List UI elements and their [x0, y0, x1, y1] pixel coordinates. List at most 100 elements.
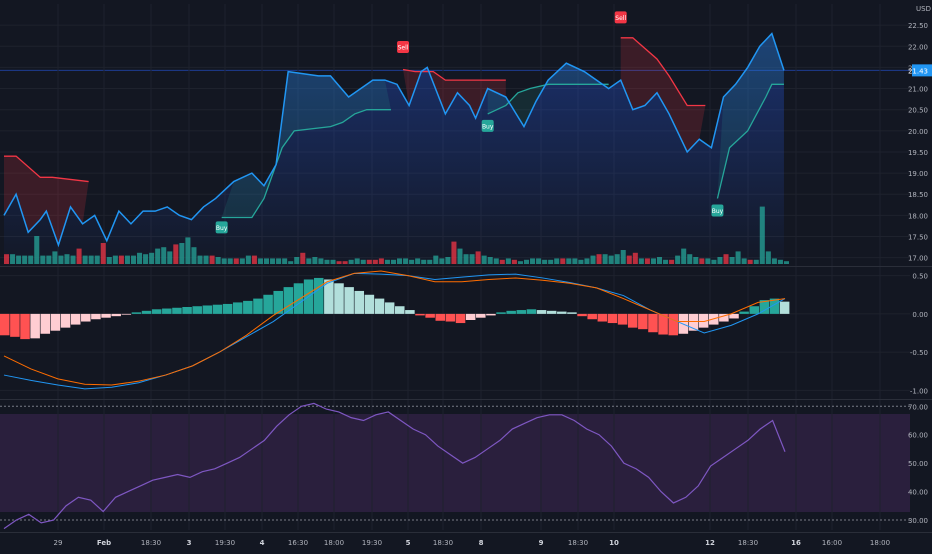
time-axis-tick: 18:30: [568, 539, 588, 547]
volume-bar: [457, 248, 463, 264]
signal-marker: Buy: [481, 119, 494, 132]
macd-histogram-bar: [111, 313, 121, 317]
signal-marker: Buy: [711, 204, 724, 217]
time-axis[interactable]: 29 Feb 18:30 3 19:30 4 16:30 18:00 19:30 5 18:30 8 9…: [54, 539, 891, 547]
volume-bar: [427, 259, 433, 264]
rsi-axis-tick: 70.00: [908, 403, 928, 411]
current-price-badge: [912, 64, 932, 77]
volume-bar: [397, 258, 403, 264]
volume-bar: [318, 258, 324, 264]
macd-histogram-bar: [344, 287, 354, 314]
volume-bar: [759, 206, 765, 264]
price-axis-tick: 17.00: [908, 255, 928, 263]
price-axis-tick: 18.00: [908, 212, 928, 220]
macd-histogram-bar: [617, 313, 628, 325]
support-zone: [487, 63, 609, 127]
volume-bar: [723, 254, 729, 264]
macd-histogram-bar: [101, 313, 111, 318]
macd-signal-line: [3, 270, 786, 386]
volume-bar: [614, 254, 620, 264]
volume-bar: [227, 258, 233, 264]
resistance-zone: [4, 156, 89, 245]
volume-bar: [336, 261, 342, 264]
volume-bar: [505, 258, 511, 264]
macd-histogram-bar: [384, 302, 395, 314]
time-axis-tick: 29: [54, 539, 63, 547]
volume-bar: [421, 259, 427, 264]
volume-bar: [16, 255, 22, 264]
volume-bar: [251, 255, 257, 264]
volume-bar: [530, 258, 536, 264]
volume-bar: [644, 258, 650, 264]
macd-histogram-bar: [415, 313, 425, 316]
macd-histogram-bar: [668, 313, 678, 336]
macd-histogram-bar: [435, 313, 446, 321]
currency-label: USD: [916, 5, 931, 13]
volume-bar: [137, 252, 143, 264]
volume-bar: [300, 252, 306, 264]
time-axis-tick: 16:30: [288, 539, 308, 547]
signal-label: Buy: [712, 208, 724, 215]
volume-bar: [777, 259, 783, 264]
volume-bar: [602, 254, 608, 264]
support-zone: [717, 33, 784, 199]
volume-bar: [578, 259, 584, 264]
volume-bar: [312, 257, 318, 264]
volume-bar: [70, 255, 76, 264]
price-axis[interactable]: 17.00 17.50 18.00 18.50 19.00 19.50 20.00 20.50…: [908, 22, 932, 525]
volume-bar: [118, 255, 124, 264]
resistance-line: [4, 155, 89, 183]
signal-marker: Sell: [397, 40, 410, 53]
rsi-axis-tick: 60.00: [908, 432, 928, 440]
volume-bar: [753, 259, 759, 264]
volume-bar: [173, 244, 179, 264]
macd-histogram-bar: [172, 307, 182, 314]
volume-bar: [88, 255, 94, 264]
macd-histogram-bar: [30, 313, 40, 339]
macd-histogram-bar: [577, 313, 587, 317]
volume-bar: [124, 255, 130, 264]
volume-bar: [46, 255, 52, 264]
volume-bar: [185, 237, 191, 264]
macd-histogram-bar: [263, 294, 273, 314]
macd-histogram-bar: [395, 306, 405, 314]
macd-panel: [0, 270, 910, 391]
volume-bar: [445, 257, 451, 264]
price-axis-tick: 20.00: [908, 128, 928, 136]
macd-histogram-bar: [10, 313, 20, 337]
signal-marker: Sell: [614, 11, 627, 24]
price-axis-tick: 18.50: [908, 191, 928, 199]
volume-bar: [711, 259, 717, 264]
volume-bar: [542, 259, 548, 264]
volume-bar: [233, 258, 239, 264]
volume-bar: [705, 258, 711, 264]
volume-bar: [348, 259, 354, 264]
volume-bar: [288, 261, 294, 264]
volume-bar: [10, 254, 16, 264]
volume-bar: [324, 259, 330, 264]
price-axis-tick: 19.50: [908, 149, 928, 157]
macd-histogram-bar: [465, 313, 476, 320]
macd-histogram-bar: [162, 308, 172, 314]
macd-histogram-bar: [91, 313, 101, 320]
volume-bar: [747, 259, 753, 264]
volume-bar: [566, 258, 572, 264]
macd-histogram-bar: [283, 287, 294, 314]
macd-histogram-bar: [324, 279, 334, 314]
volume-bar: [282, 258, 288, 264]
time-axis-tick: 5: [406, 539, 411, 547]
support-zone: [221, 71, 391, 218]
volume-bar: [469, 254, 475, 264]
macd-histogram-bar: [749, 306, 760, 314]
macd-histogram-bar: [445, 313, 456, 322]
volume-bar: [681, 248, 687, 264]
volume-bar: [143, 254, 149, 264]
macd-histogram-bar: [486, 313, 496, 316]
price-lines: [3, 32, 785, 248]
volume-bar: [22, 255, 28, 264]
macd-histogram-bar: [192, 306, 202, 314]
volume-bar: [735, 251, 741, 264]
macd-histogram-bar: [557, 311, 567, 314]
